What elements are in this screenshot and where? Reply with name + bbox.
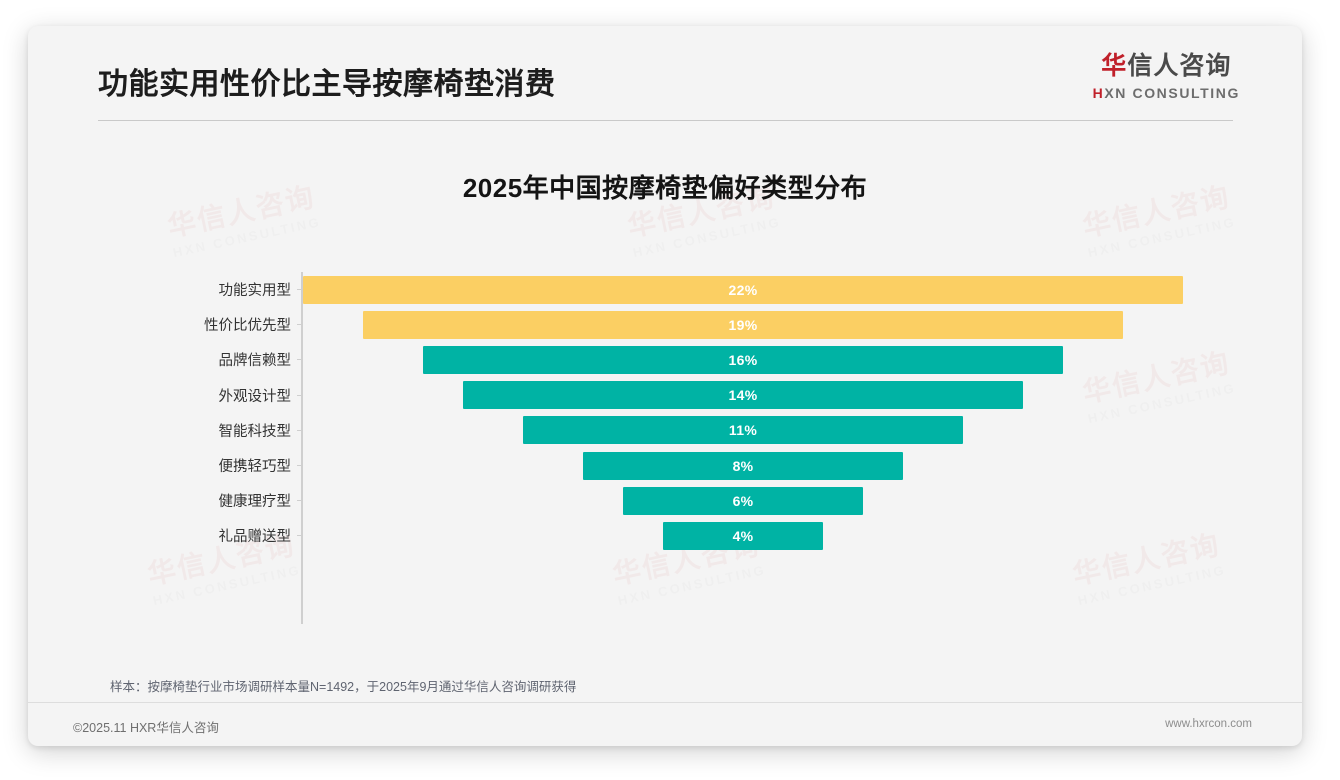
chart-bar-value: 8% <box>732 457 754 474</box>
chart-bar-track: 14% <box>303 378 1183 413</box>
chart-bar-value: 14% <box>728 387 758 404</box>
logo-cn-text: 华信人咨询 <box>1093 54 1240 79</box>
chart-bar[interactable]: 11% <box>523 416 963 445</box>
chart-row: 功能实用型 22% <box>173 272 1183 307</box>
chart-bar-value: 11% <box>728 422 758 439</box>
logo-en-text: HXN CONSULTING <box>1093 86 1240 100</box>
slide-container: 华信人咨询 HXN CONSULTING 华信人咨询 HXN CONSULTIN… <box>28 26 1302 746</box>
logo-cn-accent-char: 华 <box>1101 52 1128 80</box>
chart-row: 性价比优先型 19% <box>173 307 1183 342</box>
chart-row: 外观设计型 14% <box>173 378 1183 413</box>
chart-category-label: 健康理疗型 <box>218 494 292 511</box>
chart-bar[interactable]: 4% <box>663 521 823 550</box>
axis-tick <box>297 429 302 431</box>
funnel-chart: 功能实用型 22% 性价比优先型 19% 品牌信赖型 16% 外观设计型 14% 智能科技型 11… <box>173 266 1183 626</box>
chart-bar-track: 4% <box>303 518 1183 553</box>
chart-bar[interactable]: 6% <box>623 486 863 515</box>
chart-row: 礼品赠送型 4% <box>173 518 1183 553</box>
chart-category-label: 外观设计型 <box>218 388 292 405</box>
chart-category-label: 品牌信赖型 <box>218 353 292 370</box>
header-divider <box>98 120 1233 121</box>
chart-bar-value: 22% <box>728 281 758 298</box>
chart-category-label: 性价比优先型 <box>204 318 291 335</box>
company-logo: 华信人咨询 HXN CONSULTING <box>1093 54 1240 101</box>
chart-rows: 功能实用型 22% 性价比优先型 19% 品牌信赖型 16% 外观设计型 14% 智能科技型 11… <box>173 272 1183 554</box>
slide-footer: ©2025.11 HXR华信人咨询 www.hxrcon.com <box>28 702 1302 746</box>
axis-tick <box>297 465 302 467</box>
chart-bar[interactable]: 14% <box>463 381 1023 410</box>
logo-cn-rest: 信人咨询 <box>1127 52 1232 80</box>
chart-bar-track: 19% <box>303 307 1183 342</box>
watermark-en: HXN CONSULTING <box>631 214 783 261</box>
chart-bar[interactable]: 19% <box>363 310 1123 339</box>
chart-bar[interactable]: 22% <box>303 275 1183 304</box>
chart-bar-track: 16% <box>303 342 1183 377</box>
axis-tick <box>297 535 302 537</box>
axis-tick <box>297 289 302 291</box>
chart-bar[interactable]: 16% <box>423 345 1063 374</box>
logo-en-accent-char: H <box>1092 85 1105 101</box>
chart-bar-track: 8% <box>303 448 1183 483</box>
logo-en-rest: XN CONSULTING <box>1104 85 1240 101</box>
page-title: 功能实用性价比主导按摩椅垫消费 <box>98 68 556 101</box>
chart-category-label: 功能实用型 <box>218 283 292 300</box>
slide: 华信人咨询 HXN CONSULTING 华信人咨询 HXN CONSULTIN… <box>28 26 1302 746</box>
axis-tick <box>297 359 302 361</box>
website-link[interactable]: www.hxrcon.com <box>1165 718 1252 730</box>
chart-row: 健康理疗型 6% <box>173 483 1183 518</box>
copyright-text: ©2025.11 HXR华信人咨询 <box>73 721 219 735</box>
chart-bar-value: 16% <box>728 351 758 368</box>
watermark-en: HXN CONSULTING <box>171 214 323 261</box>
slide-header: 功能实用性价比主导按摩椅垫消费 华信人咨询 HXN CONSULTING <box>28 26 1302 124</box>
chart-bar-track: 11% <box>303 413 1183 448</box>
axis-tick <box>297 324 302 326</box>
chart-bar[interactable]: 8% <box>583 451 903 480</box>
source-note: 样本：按摩椅垫行业市场调研样本量N=1492，于2025年9月通过华信人咨询调研… <box>110 680 577 694</box>
footer-divider <box>28 702 1302 703</box>
chart-axis-line <box>301 272 303 624</box>
axis-tick <box>297 394 302 396</box>
chart-row: 便携轻巧型 8% <box>173 448 1183 483</box>
chart-bar-track: 22% <box>303 272 1183 307</box>
chart-title: 2025年中国按摩椅垫偏好类型分布 <box>462 173 868 203</box>
chart-row: 品牌信赖型 16% <box>173 342 1183 377</box>
chart-category-label: 礼品赠送型 <box>218 529 292 546</box>
watermark-en: HXN CONSULTING <box>1086 214 1238 261</box>
axis-tick <box>297 500 302 502</box>
chart-category-label: 智能科技型 <box>218 423 292 440</box>
chart-bar-track: 6% <box>303 483 1183 518</box>
chart-bar-value: 6% <box>732 492 754 509</box>
chart-bar-value: 19% <box>728 316 758 333</box>
chart-category-label: 便携轻巧型 <box>218 459 292 476</box>
chart-bar-value: 4% <box>732 527 754 544</box>
chart-row: 智能科技型 11% <box>173 413 1183 448</box>
